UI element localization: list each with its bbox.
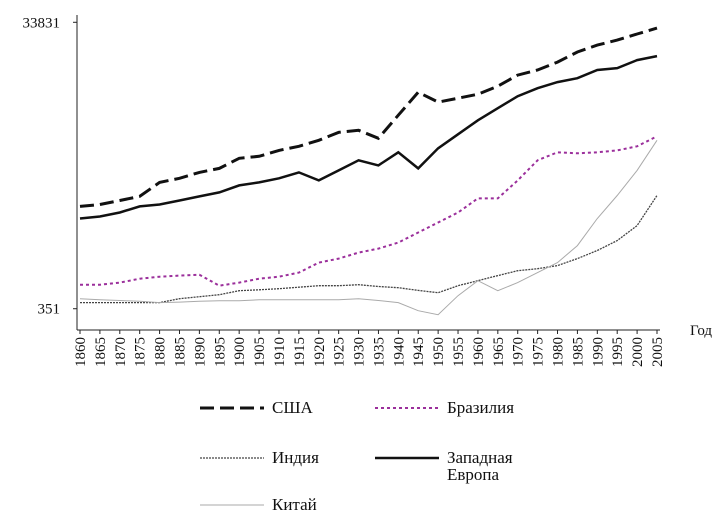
x-tick-label: 1860 (73, 337, 89, 367)
x-tick-label: 1905 (252, 337, 268, 367)
legend-label: Китай (272, 495, 317, 514)
series-line (79, 140, 658, 316)
y-tick-label: 33831 (23, 15, 61, 31)
x-tick-label: 1945 (411, 337, 427, 367)
x-tick-label: 1925 (332, 337, 348, 367)
x-tick-label: 1895 (212, 337, 228, 367)
x-tick-label: 1985 (570, 337, 586, 367)
x-tick-label: 1930 (352, 337, 368, 367)
x-tick-label: 1890 (192, 337, 208, 367)
x-tick-label: 1950 (431, 337, 447, 367)
x-tick-label: 1915 (292, 337, 308, 367)
x-tick-label: 1935 (371, 337, 387, 367)
x-tick-label: 1920 (312, 337, 328, 367)
series-line (79, 26, 658, 208)
x-tick-label: 1990 (590, 337, 606, 367)
x-tick-label: 1955 (451, 337, 467, 367)
y-tick-label: 351 (38, 302, 61, 318)
x-tick-label: 1880 (153, 337, 169, 367)
series-line (80, 135, 658, 287)
legend-label: Индия (272, 448, 319, 467)
x-tick-label: 1910 (272, 337, 288, 367)
legend-label: США (272, 398, 313, 417)
series-line (80, 195, 658, 304)
legend-label: Западная Европа (447, 448, 513, 484)
x-tick-label: 1875 (133, 337, 149, 367)
x-tick-label: 1900 (232, 337, 248, 367)
x-tick-label: 1960 (471, 337, 487, 367)
x-tick-label: 1885 (172, 337, 188, 367)
series-line (79, 54, 658, 220)
x-tick-label: 1870 (113, 337, 129, 367)
x-tick-label: 1975 (531, 337, 547, 367)
x-tick-label: 1940 (391, 337, 407, 367)
x-tick-label: 1980 (551, 337, 567, 367)
x-tick-label: 1995 (610, 337, 626, 367)
x-tick-label: 2005 (650, 337, 666, 367)
x-tick-label: 2000 (630, 337, 646, 367)
x-tick-label: 1970 (511, 337, 527, 367)
x-tick-label: 1865 (93, 337, 109, 367)
legend-label: Бразилия (447, 398, 515, 417)
x-tick-label: 1965 (491, 337, 507, 367)
x-axis-label: Год (690, 323, 712, 339)
